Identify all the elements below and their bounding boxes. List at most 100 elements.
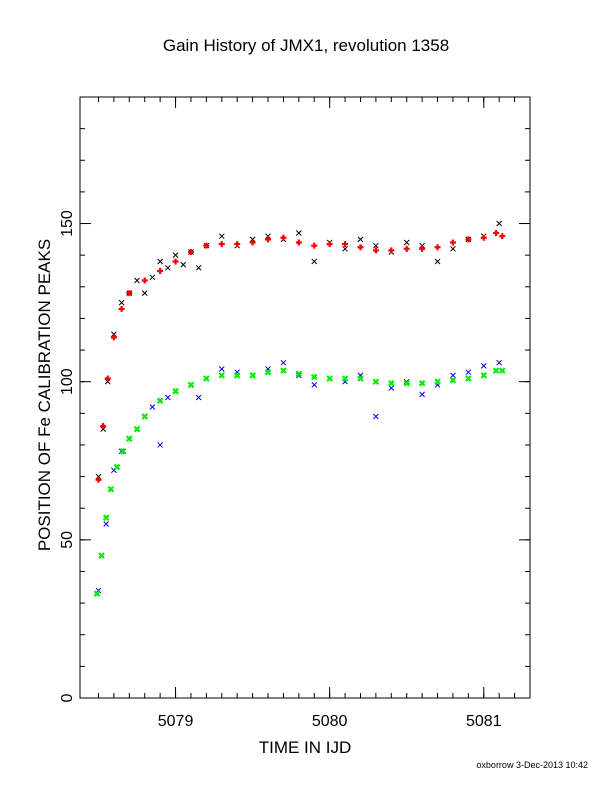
data-point	[403, 378, 410, 385]
data-point	[465, 236, 472, 243]
data-point	[480, 234, 487, 241]
data-point	[311, 242, 318, 249]
data-point	[249, 372, 256, 379]
data-point	[157, 442, 163, 448]
data-point	[342, 241, 349, 248]
data-point	[107, 485, 115, 493]
data-point	[357, 236, 364, 243]
data-point	[195, 394, 202, 401]
data-point	[449, 239, 456, 246]
data-point	[233, 372, 241, 379]
data-point	[218, 233, 225, 240]
data-point	[265, 233, 271, 240]
data-point	[434, 244, 441, 251]
plot-frame	[79, 96, 531, 699]
x-tick-label: 5079	[158, 713, 194, 730]
data-point	[357, 244, 364, 251]
y-tick-label: 100	[59, 368, 76, 395]
data-point	[280, 359, 287, 366]
data-point	[295, 230, 302, 236]
data-point	[295, 239, 302, 246]
data-point	[156, 397, 164, 404]
data-point	[95, 473, 102, 480]
data-point	[419, 242, 425, 249]
data-point	[326, 241, 333, 248]
data-point	[403, 245, 410, 252]
data-point	[118, 305, 125, 312]
data-point	[95, 476, 102, 483]
data-point	[126, 435, 133, 442]
data-point	[311, 258, 318, 265]
data-point	[434, 258, 441, 265]
data-point	[249, 239, 256, 246]
data-point	[372, 378, 380, 385]
author-timestamp: oxborrow 3-Dec-2013 10:42	[476, 760, 588, 770]
data-point	[100, 422, 107, 429]
data-point	[134, 277, 140, 284]
data-point	[93, 590, 101, 597]
data-point	[180, 261, 187, 268]
data-point	[164, 394, 171, 401]
data-point	[104, 375, 111, 382]
data-point	[480, 363, 487, 369]
data-point	[149, 404, 156, 410]
data-point	[110, 334, 117, 341]
data-point	[141, 277, 148, 284]
data-point	[104, 378, 111, 385]
data-point	[141, 413, 149, 420]
data-point	[218, 372, 226, 379]
data-point	[157, 267, 164, 274]
data-point	[157, 258, 163, 265]
data-point	[172, 258, 179, 265]
data-point	[311, 381, 318, 388]
data-point	[498, 367, 506, 374]
data-point	[388, 247, 395, 254]
data-point	[418, 379, 426, 387]
x-tick-label: 5081	[466, 713, 502, 730]
data-point	[264, 368, 272, 376]
data-point	[218, 241, 225, 248]
data-point	[98, 552, 105, 559]
chart-title: Gain History of JMX1, revolution 1358	[162, 36, 450, 55]
data-point	[295, 372, 302, 379]
data-point	[203, 242, 210, 249]
data-point	[403, 379, 410, 387]
data-point	[249, 236, 256, 243]
data-point	[434, 378, 441, 385]
data-point	[280, 234, 287, 241]
data-point	[342, 245, 348, 252]
data-point	[492, 367, 500, 374]
data-point	[141, 290, 148, 296]
data-point	[234, 241, 241, 248]
data-point	[326, 375, 333, 382]
data-point	[295, 370, 303, 378]
data-point	[499, 233, 506, 240]
data-point	[103, 521, 110, 527]
data-point	[357, 375, 364, 382]
data-point	[496, 220, 503, 227]
data-point	[419, 391, 425, 398]
data-point	[388, 379, 395, 387]
x-tick-label: 5080	[312, 713, 348, 730]
data-point	[100, 426, 106, 432]
data-point	[133, 425, 141, 433]
data-point	[119, 447, 127, 455]
data-point	[111, 331, 117, 338]
data-point	[450, 245, 456, 252]
data-point	[195, 264, 202, 271]
data-point	[403, 239, 410, 246]
data-point	[118, 299, 125, 306]
data-point	[172, 387, 179, 395]
data-point	[265, 236, 272, 243]
data-point	[465, 369, 472, 376]
data-point	[480, 372, 488, 379]
data-point	[465, 375, 472, 382]
data-point	[113, 463, 121, 471]
data-point	[449, 376, 457, 384]
y-axis-label: POSITION OF Fe CALIBRATION PEAKS	[35, 238, 54, 552]
data-point	[419, 245, 426, 252]
data-point	[102, 514, 110, 521]
y-tick-label: 150	[59, 210, 76, 237]
y-tick-label: 50	[59, 531, 76, 549]
